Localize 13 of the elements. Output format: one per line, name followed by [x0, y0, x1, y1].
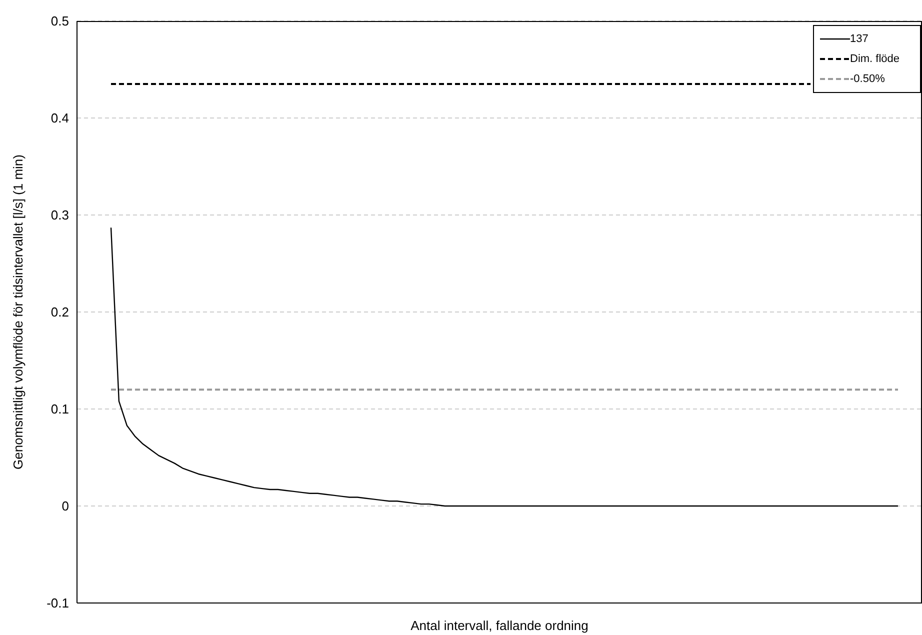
legend-label: -0.50% — [850, 73, 885, 85]
legend-label: 137 — [850, 33, 868, 45]
y-tick-label: -0.1 — [46, 596, 69, 611]
y-tick-label: 0 — [62, 498, 69, 514]
y-tick-label: 0.5 — [50, 14, 69, 29]
y-axis-title: Genomsnittligt volymflöde för tidsintervallet [l/s] (1 min) — [10, 154, 26, 470]
legend-label: Dim. flöde — [850, 53, 900, 65]
line-series — [110, 227, 899, 507]
y-tick-label: 0.2 — [50, 304, 69, 320]
x-axis-title: Antal intervall, fallande ordning — [410, 618, 590, 633]
y-tick-label: 0.1 — [50, 402, 69, 417]
y-tick-label: 0.3 — [50, 208, 69, 223]
y-tick-label: 0.4 — [50, 110, 69, 126]
